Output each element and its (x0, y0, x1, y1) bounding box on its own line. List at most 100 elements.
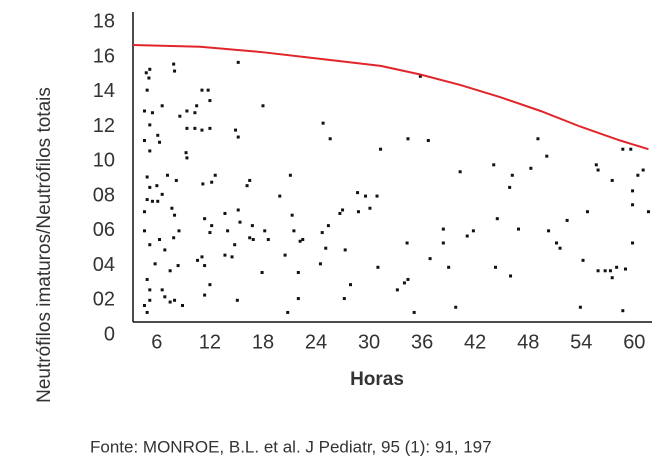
point (203, 217, 207, 221)
point (174, 178, 178, 182)
point (441, 227, 445, 231)
point (261, 104, 265, 108)
point (210, 224, 214, 228)
point (375, 194, 379, 198)
y-tick-label: 0 (104, 323, 115, 345)
y-tick-label: 18 (93, 11, 115, 33)
point (160, 192, 164, 196)
point (203, 293, 207, 297)
point (147, 76, 151, 80)
point (226, 229, 230, 233)
point (200, 128, 204, 132)
point (328, 137, 332, 141)
point (324, 246, 328, 250)
point (406, 137, 410, 141)
point (402, 281, 406, 285)
point (236, 60, 240, 64)
point (195, 104, 199, 108)
point (173, 69, 177, 73)
point (200, 88, 204, 92)
point (516, 227, 520, 231)
point (200, 255, 204, 259)
point (458, 170, 462, 174)
point (158, 238, 162, 242)
point (288, 173, 292, 177)
point (213, 173, 217, 177)
point (266, 238, 270, 242)
point (178, 114, 182, 118)
x-axis-label: Horas (350, 369, 404, 390)
x-tick-label: 48 (517, 331, 539, 353)
point (142, 139, 146, 143)
point (185, 156, 189, 160)
point (629, 147, 633, 151)
point (341, 208, 345, 212)
point (185, 109, 189, 113)
x-tick-label: 12 (199, 331, 221, 353)
point (428, 257, 432, 261)
point (596, 168, 600, 172)
point (278, 194, 282, 198)
point (286, 310, 290, 314)
point (454, 305, 458, 309)
point (153, 262, 157, 266)
point (529, 166, 533, 170)
point (236, 208, 240, 212)
point (596, 269, 600, 273)
point (142, 229, 146, 233)
point (447, 265, 451, 269)
point (173, 213, 177, 217)
point (168, 300, 172, 304)
point (545, 154, 549, 158)
point (236, 135, 240, 139)
point (144, 71, 148, 75)
point (342, 297, 346, 301)
point (631, 203, 635, 207)
point (172, 236, 176, 240)
point (283, 253, 287, 257)
point (177, 229, 181, 233)
point (641, 168, 645, 172)
point (250, 224, 254, 228)
point (184, 151, 188, 155)
point (610, 276, 614, 280)
point (168, 269, 172, 273)
point (150, 111, 154, 115)
point (233, 243, 237, 247)
point (555, 241, 559, 245)
point (148, 185, 152, 189)
point (631, 241, 635, 245)
point (235, 298, 239, 302)
point (181, 304, 185, 308)
point (160, 104, 164, 108)
point (158, 140, 162, 144)
point (368, 206, 372, 210)
point (193, 126, 197, 130)
point (510, 173, 514, 177)
point (405, 241, 409, 245)
point (230, 255, 234, 259)
point (547, 229, 551, 233)
point (145, 175, 149, 179)
point (142, 210, 146, 214)
point (608, 269, 612, 273)
point (364, 194, 368, 198)
point (338, 211, 342, 215)
point (581, 258, 585, 262)
point (148, 123, 152, 127)
point (185, 126, 189, 130)
point (142, 109, 146, 113)
point (631, 189, 635, 193)
point (145, 310, 149, 314)
y-tick-label: 02 (93, 289, 115, 311)
point (356, 191, 360, 195)
point (201, 182, 205, 186)
point (636, 173, 640, 177)
point (208, 231, 212, 235)
point (585, 210, 589, 214)
point (603, 269, 607, 273)
point (296, 271, 300, 275)
point (172, 62, 176, 66)
point (343, 248, 347, 252)
